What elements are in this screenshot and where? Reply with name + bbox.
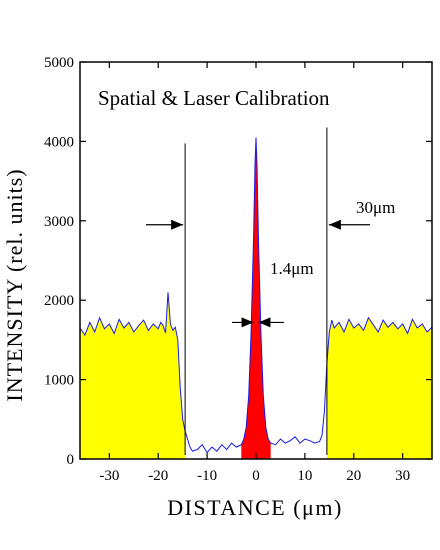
- left-edge-arrow-head: [171, 219, 184, 230]
- y-tick-label: 3000: [44, 214, 74, 230]
- y-axis-label: INTENSITY (rel. units): [2, 168, 27, 401]
- x-tick-label: -30: [99, 468, 119, 484]
- area-fills: [80, 137, 432, 459]
- x-tick-label: 30: [395, 468, 410, 484]
- y-tick-label: 5000: [44, 55, 74, 71]
- chart-title: Spatial & Laser Calibration: [98, 86, 330, 110]
- annotation-arrows: [146, 219, 370, 328]
- intensity-trace: [79, 137, 433, 454]
- right-edge-arrow-head: [328, 219, 341, 230]
- x-tick-label: -20: [148, 468, 168, 484]
- x-tick-label: 20: [346, 468, 361, 484]
- y-tick-label: 1000: [44, 373, 74, 389]
- peak-width-label: 1.4μm: [270, 259, 314, 278]
- y-tick-label: 4000: [44, 134, 74, 150]
- left-plateau-fill: [80, 292, 186, 459]
- edge-width-label: 30μm: [356, 198, 395, 217]
- data-trace: [79, 137, 433, 454]
- peak-fill: [241, 137, 271, 459]
- peak-right-arrow-head: [258, 317, 271, 328]
- y-tick-label: 0: [67, 452, 75, 468]
- x-tick-label: -10: [197, 468, 217, 484]
- peak-left-arrow-head: [241, 317, 254, 328]
- calibration-lines: [184, 127, 328, 456]
- y-tick-label: 2000: [44, 293, 74, 309]
- x-tick-label: 0: [252, 468, 260, 484]
- x-axis-label: DISTANCE (μm): [167, 495, 343, 520]
- x-tick-label: 10: [297, 468, 312, 484]
- right-plateau-fill: [326, 317, 432, 459]
- axis-ticks: -30 -20 -10 0 10 20 30 0 1000 2000 3000 4000 5000: [44, 55, 432, 484]
